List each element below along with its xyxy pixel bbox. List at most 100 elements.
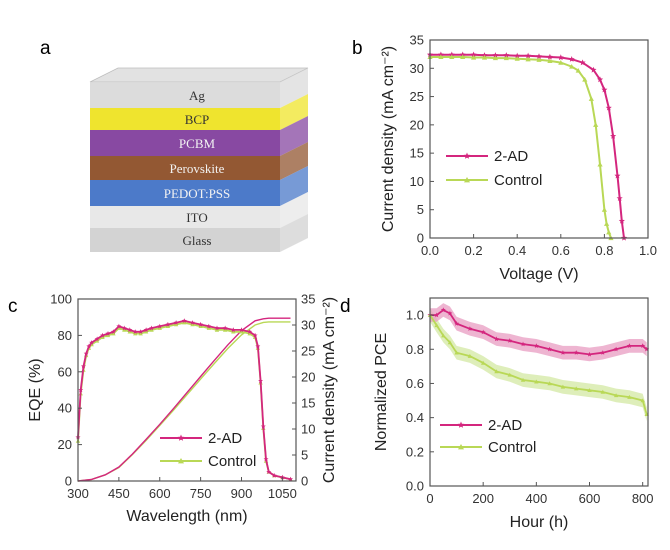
eqe-data-point [206,323,212,329]
stability-data-point [573,350,579,355]
eqe-data-point [149,327,154,332]
eqe-plot-frame [77,298,297,482]
eqe-data-point [116,323,122,329]
panel-letter-b: b [352,38,363,59]
stack-layer: PEDOT:PSS [90,166,308,206]
jv-data-point [597,161,603,167]
stack-layer-side [280,166,308,206]
eqe-data-point [231,329,236,334]
stability-data-point [494,336,499,342]
stack-layer-side [280,142,308,180]
stack-layer-front [90,156,280,180]
eqe-data-point [206,325,211,330]
jv-y-tick-label: 35 [410,33,424,48]
stability-data-point [447,310,453,316]
stack-layer: PCBM [90,116,308,156]
stability-data-point [627,394,632,399]
jv-series-line-2ad [430,53,625,239]
stability-data-point [626,343,632,348]
eqe-data-point [258,378,263,383]
stack-layer: Glass [90,214,308,252]
eqe-data-point [165,324,171,329]
stability-data-point [520,377,526,382]
eqe-y-axis-title: EQE (%) [27,358,44,421]
eqe-y-right-tick-label: 25 [301,344,315,359]
stability-data-point [440,307,446,313]
jv-data-point [603,221,610,226]
stability-data-point [534,379,539,384]
stability-x-tick-label: 0 [426,491,433,506]
eqe-data-point [86,343,92,349]
eqe-legend-control-label: Control [208,453,256,470]
eqe-data-point [89,340,95,345]
jv-y-tick-label: 25 [410,89,424,104]
jv-x-tick-label: 0.4 [508,243,526,258]
eqe-x-tick-label: 300 [67,486,89,501]
jv-data-point [536,53,542,59]
jv-data-point [460,54,466,60]
eqe-data-point [165,321,171,327]
stability-y-tick-label: 0.6 [406,376,424,391]
eqe-data-point [157,325,162,330]
eqe-x-tick-label: 1050 [268,486,297,501]
jv-data-point [618,217,625,224]
jv-data-point [575,67,581,73]
jv-data-point [525,56,531,62]
jv-legend: 2-AD Control [446,148,542,189]
jv-x-axis-title: Voltage (V) [499,266,578,283]
eqe-data-point [260,423,266,429]
eqe-data-point [111,329,116,334]
eqe-x-axis-title: Wavelength (nm) [126,508,247,525]
eqe-data-point [230,327,236,332]
jv-data-point [606,229,612,235]
eqe-data-point [143,327,149,332]
eqe-data-point [133,331,138,336]
stack-layer: Perovskite [90,142,308,180]
eqe-data-point [214,327,220,332]
eqe-data-point [83,351,89,356]
stability-legend-2ad-label: 2-AD [488,417,522,434]
eqe-data-point [173,322,179,327]
stability-data-point [600,389,606,394]
eqe-data-point [121,325,127,331]
stack-layer: ITO [90,192,308,228]
jv-data-point [514,52,521,59]
eqe-data-point [271,472,277,478]
stack-top-face [89,67,309,83]
eqe-data-point [181,318,187,323]
stability-data-point [547,381,552,386]
jv-y-tick-label: 5 [417,202,424,217]
eqe-data-point [138,331,143,336]
stability-data-point [600,350,606,355]
eqe-data-point [81,363,86,369]
eqe-x-tick-label: 450 [108,486,130,501]
jv-curve-panel: 0.0 0.2 0.4 0.6 0.8 1.0 0 5 10 15 20 25 30 35 Voltag… [380,33,657,284]
eqe-data-point [288,476,293,482]
jv-data-point [601,207,607,212]
eqe-data-point [157,323,163,329]
stability-data-point [520,341,526,347]
jv-data-point [536,57,542,62]
jv-legend-2ad-label: 2-AD [494,148,528,165]
stability-y-tick-label: 1.0 [406,308,424,323]
eqe-x-tick-label: 900 [231,486,253,501]
jv-data-point [492,55,498,61]
stability-data-point [613,393,619,398]
eqe-data-point [127,327,133,332]
stability-x-axis-title: Hour (h) [510,514,569,531]
jv-x-tick-label: 1.0 [639,243,657,258]
stability-data-point [574,386,579,391]
stack-layer-label: PCBM [179,136,216,151]
stability-plot-frame [429,297,649,487]
panel-letter-c: c [8,296,18,317]
stack-layer-label: Ag [189,88,205,103]
stack-layer: BCP [90,94,308,130]
jv-data-point [557,54,564,61]
jv-data-point [597,76,604,83]
eqe-data-point [266,469,272,474]
stack-layer-front [90,180,280,206]
stability-data-point [441,333,446,338]
jv-data-point [610,133,617,139]
eqe-series-line-2ad-right [77,317,291,482]
jv-data-point [568,56,575,62]
